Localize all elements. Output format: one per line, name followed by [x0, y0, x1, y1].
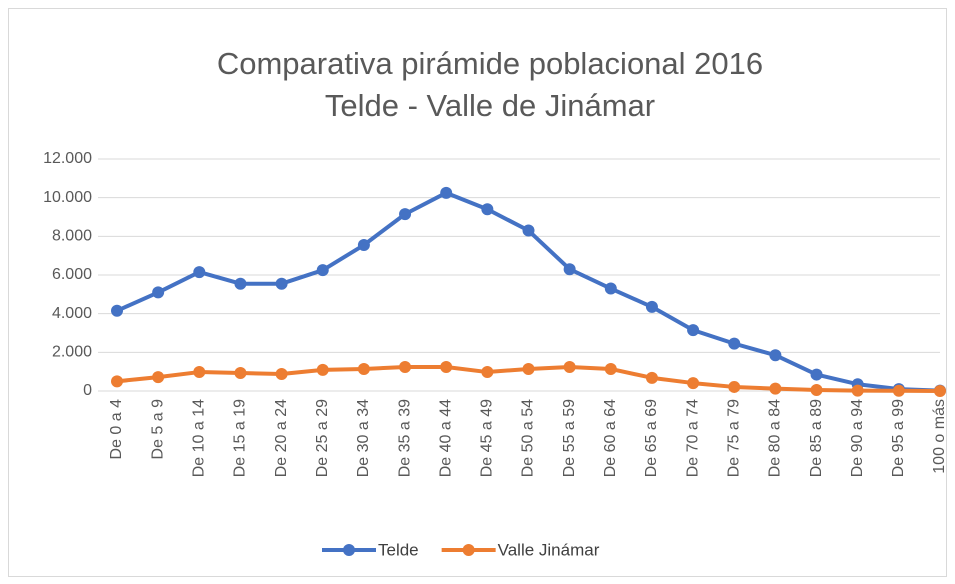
x-tick-label: De 10 a 14: [191, 399, 208, 477]
x-tick-label: De 85 a 89: [808, 399, 825, 477]
data-point: [522, 362, 535, 375]
data-point: [563, 361, 576, 374]
legend-label: Telde: [378, 540, 419, 559]
data-point: [810, 384, 823, 397]
x-tick-label: De 55 a 59: [561, 399, 578, 477]
data-point: [645, 371, 658, 384]
y-tick-label: 10.000: [43, 189, 92, 206]
data-point: [687, 377, 700, 390]
x-tick-label: De 95 a 99: [890, 399, 907, 477]
data-point: [687, 324, 700, 337]
y-tick-label: 6.000: [52, 266, 92, 283]
y-tick-label: 4.000: [52, 305, 92, 322]
data-point: [934, 384, 946, 397]
data-point: [728, 337, 741, 350]
chart-title: Comparativa pirámide poblacional 2016: [217, 46, 763, 81]
x-tick-label: De 35 a 39: [396, 399, 413, 477]
legend-marker: [343, 544, 355, 556]
legend-marker: [462, 544, 475, 556]
x-tick-label: De 20 a 24: [273, 399, 290, 477]
data-point: [769, 382, 782, 395]
x-tick-label: De 15 a 19: [232, 399, 249, 477]
x-tick-label: De 0 a 4: [108, 399, 125, 460]
legend-label: Valle Jinámar: [498, 540, 600, 559]
y-tick-label: 2.000: [52, 344, 92, 361]
data-point: [234, 367, 247, 380]
data-point: [275, 277, 288, 290]
x-tick-label: De 45 a 49: [479, 399, 496, 477]
data-point: [728, 380, 741, 393]
x-tick-label: De 90 a 94: [849, 399, 866, 477]
data-point: [645, 300, 658, 313]
x-tick-label: De 65 a 69: [643, 399, 660, 477]
x-tick-label: De 5 a 9: [149, 399, 166, 460]
data-point: [563, 263, 576, 276]
data-point: [316, 363, 329, 376]
data-point: [851, 384, 864, 397]
data-point: [234, 277, 247, 290]
data-point: [769, 349, 782, 362]
data-point: [111, 304, 123, 317]
data-point: [152, 286, 165, 299]
x-tick-label: De 40 a 44: [437, 399, 454, 477]
data-point: [892, 384, 905, 397]
data-point: [440, 186, 453, 199]
data-point: [810, 368, 823, 381]
data-point: [399, 361, 412, 374]
data-point: [275, 367, 288, 380]
chart-border: [8, 8, 947, 577]
chart-title: Telde - Valle de Jinámar: [325, 88, 655, 123]
y-tick-label: 0: [83, 382, 92, 399]
data-point: [481, 203, 494, 216]
data-point: [399, 208, 412, 221]
data-point: [522, 224, 535, 237]
data-point: [604, 362, 617, 375]
x-tick-label: De 30 a 34: [355, 399, 372, 477]
x-tick-label: De 25 a 29: [314, 399, 331, 477]
x-tick-label: De 70 a 74: [684, 399, 701, 477]
data-point: [316, 264, 329, 277]
x-tick-label: De 80 a 84: [767, 399, 784, 477]
x-tick-label: De 60 a 64: [602, 399, 619, 477]
x-tick-label: De 75 a 79: [725, 399, 742, 477]
x-tick-label: 100 o más: [931, 399, 948, 474]
data-point: [481, 366, 494, 379]
y-tick-label: 12.000: [43, 150, 92, 167]
y-tick-label: 8.000: [52, 228, 92, 245]
data-point: [193, 366, 206, 379]
data-point: [604, 282, 617, 295]
data-point: [152, 371, 165, 384]
data-point: [440, 361, 453, 374]
x-tick-label: De 50 a 54: [520, 399, 537, 477]
data-point: [193, 266, 206, 279]
data-point: [357, 239, 370, 252]
data-point: [357, 362, 370, 375]
data-point: [111, 375, 123, 388]
